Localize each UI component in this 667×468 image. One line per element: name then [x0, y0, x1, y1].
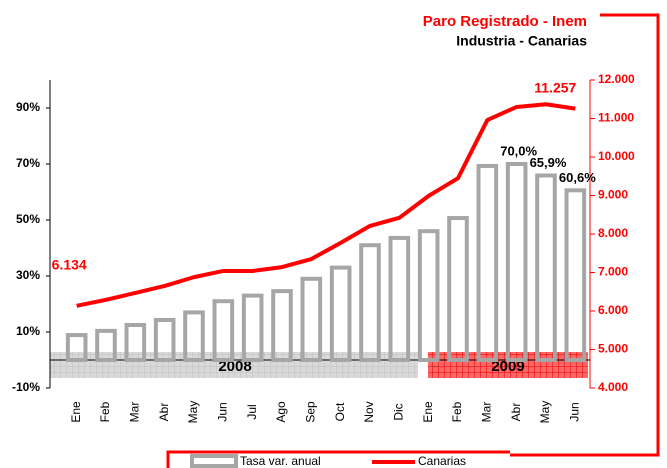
- bar: [65, 333, 88, 362]
- x-tick-label: Ago: [274, 401, 288, 423]
- x-tick-label: Feb: [450, 401, 464, 422]
- bar: [417, 229, 440, 362]
- y-tick-label: 90%: [16, 100, 40, 114]
- x-tick-label: Abr: [157, 403, 171, 422]
- year-label: 2008: [218, 358, 251, 375]
- bar: [300, 276, 323, 362]
- bar: [95, 328, 117, 363]
- x-tick-label: Oct: [333, 402, 347, 421]
- x-tick-label: Nov: [362, 401, 376, 422]
- y-tick-label: 50%: [16, 212, 40, 226]
- x-tick-label: May: [538, 401, 552, 424]
- data-label: 70,0%: [500, 143, 537, 158]
- y2-tick-label: 10.000: [598, 149, 635, 163]
- data-label: 6.134: [52, 257, 87, 273]
- x-tick-label: Jul: [245, 404, 259, 419]
- y-tick-label: 70%: [16, 156, 40, 170]
- bar: [388, 235, 411, 362]
- frame-decoration: [510, 13, 660, 457]
- bar: [271, 289, 293, 362]
- bar: [124, 323, 147, 362]
- bar: [329, 265, 352, 363]
- y2-tick-label: 6.000: [598, 303, 628, 317]
- x-tick-label: Mar: [480, 402, 494, 423]
- bar: [153, 317, 176, 362]
- y2-tick-label: 4.000: [598, 380, 628, 394]
- bar: [476, 163, 499, 362]
- legend-label: Tasa var. anual: [240, 454, 321, 468]
- x-tick-label: Dic: [392, 403, 406, 420]
- x-tick-label: Mar: [128, 402, 142, 423]
- y2-tick-label: 7.000: [598, 265, 628, 279]
- y-tick-label: 30%: [16, 268, 40, 282]
- y2-tick-label: 12.000: [598, 72, 635, 86]
- x-tick-label: Abr: [509, 403, 523, 422]
- data-label: 60,6%: [559, 170, 596, 185]
- x-tick-label: Sep: [304, 401, 318, 423]
- bar: [212, 299, 235, 363]
- bar: [535, 173, 557, 362]
- bar: [505, 162, 528, 362]
- legend-label: Canarias: [418, 454, 466, 468]
- x-tick-label: May: [186, 401, 200, 424]
- legend-frame: [166, 450, 510, 468]
- line: [76, 102, 576, 308]
- bar: [447, 216, 469, 362]
- y2-tick-label: 11.000: [598, 111, 634, 125]
- y2-tick-label: 5.000: [598, 342, 628, 356]
- chart-subtitle: Industria - Canarias: [456, 33, 587, 49]
- data-label: 65,9%: [530, 155, 567, 170]
- y2-tick-label: 9.000: [598, 188, 628, 202]
- x-tick-label: Jun: [216, 402, 230, 421]
- data-label: 11.257: [534, 79, 576, 95]
- x-tick-label: Jun: [568, 402, 582, 421]
- x-tick-label: Ene: [69, 401, 83, 423]
- legend-swatch: [190, 454, 238, 468]
- x-tick-label: Feb: [98, 401, 112, 422]
- bar: [183, 310, 205, 362]
- bar: [564, 188, 587, 362]
- y-tick-label: 10%: [16, 324, 40, 338]
- y2-tick-label: 8.000: [598, 226, 628, 240]
- y-tick-label: -10%: [12, 380, 40, 394]
- bar: [359, 243, 381, 362]
- x-tick-label: Ene: [421, 401, 435, 423]
- year-label: 2009: [491, 358, 524, 375]
- bar: [241, 293, 264, 363]
- chart-title: Paro Registrado - Inem: [423, 13, 587, 30]
